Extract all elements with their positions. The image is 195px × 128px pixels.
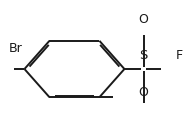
- Text: S: S: [139, 49, 148, 62]
- Text: O: O: [139, 13, 149, 26]
- Text: O: O: [139, 86, 149, 99]
- Text: Br: Br: [9, 42, 23, 55]
- Text: F: F: [175, 49, 183, 62]
